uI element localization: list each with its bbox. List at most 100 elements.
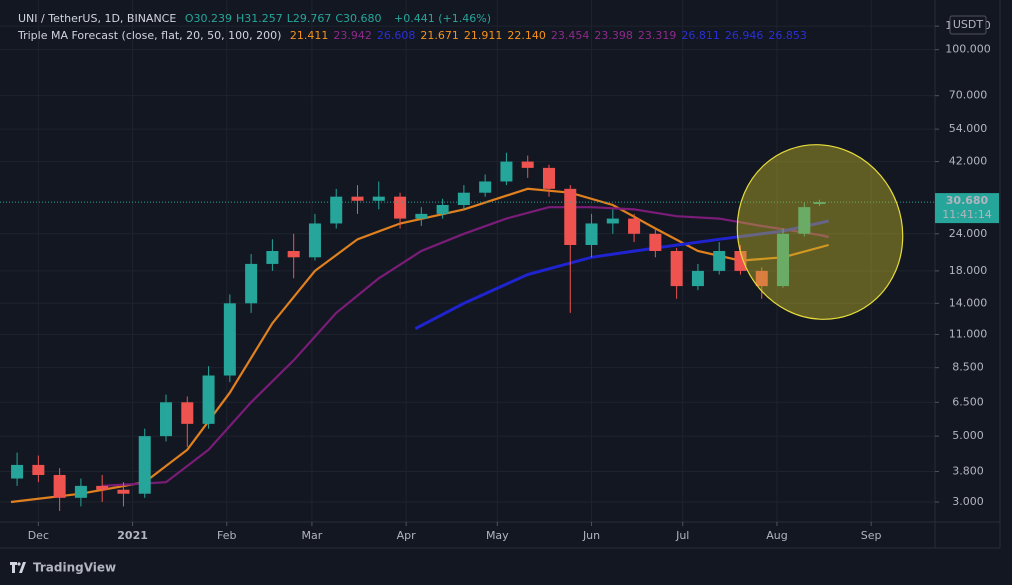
currency: USDT [953,18,984,31]
indicator-value: 26.608 [376,29,416,42]
candle-body [330,196,343,224]
y-tick-label: 5.000 [952,429,984,442]
candle-body [628,218,641,234]
candle-body [436,204,449,214]
footer-brand: TradingView [33,561,116,575]
candle-body [542,167,555,189]
indicator-value: 23.398 [594,29,633,42]
candle-body [777,233,790,287]
indicator-name: Triple MA Forecast (close, flat, 20, 50,… [18,29,282,42]
moving-average [10,187,829,504]
candle-body [202,375,215,424]
axes: 3.000 3.800 5.000 6.500 8.500 11.000 14.000 18.… [28,19,999,542]
indicator-value: 21.911 [463,29,503,42]
candle-body [564,188,577,246]
plot [0,152,935,511]
candle-body [734,251,747,271]
candle-body [798,207,811,234]
indicator-value: 26.853 [768,29,807,42]
candle-body [308,223,321,258]
candle-body [96,485,109,490]
candle-body [521,161,534,168]
y-tick-label: 42.000 [949,155,988,168]
footer-logo [10,562,26,573]
symbol-line: UNI / TetherUS, 1D, BINANCE O30.239 H31.2… [18,10,812,27]
candle-body [138,436,151,494]
ohlc-value: L29.767 [286,12,332,25]
indicator-value: 26.811 [681,29,720,42]
candle-body [691,270,704,287]
candle-body [11,464,24,479]
symbol: UNI / TetherUS, 1D, BINANCE [18,12,177,25]
y-tick-label: 14.000 [949,296,988,309]
last-price-label: 30.680 [946,194,989,207]
candle-body [160,402,173,437]
y-tick-label: 6.500 [952,395,984,408]
x-tick-label: Feb [217,529,236,542]
x-tick-label: Jun [582,529,600,542]
candle-body [351,196,364,201]
candle-body [457,192,470,205]
ohlc-value: C30.680 [335,12,382,25]
y-tick-label: 8.500 [952,361,984,374]
x-tick-label: May [486,529,509,542]
y-tick-label: 18.000 [949,264,988,277]
highlight-ellipse [736,144,904,320]
candle-body [500,161,513,182]
change: +0.441 (+1.46%) [394,12,491,25]
x-tick-label: 2021 [117,529,148,542]
candle-body [181,402,194,424]
moving-average [414,219,829,331]
indicator-line: Triple MA Forecast (close, flat, 20, 50,… [18,27,812,44]
countdown: 11:41:14 [942,208,991,221]
x-tick-label: Apr [397,529,417,542]
y-tick-label: 3.800 [952,465,984,478]
y-tick-label: 100.000 [945,43,991,56]
candle-body [74,485,87,498]
legend: UNI / TetherUS, 1D, BINANCE O30.239 H31.2… [18,10,812,44]
indicator-value: 22.140 [507,29,546,42]
candle-body [372,196,385,201]
last-price-box [935,193,999,224]
x-tick-label: Mar [302,529,323,542]
candle-body [670,251,683,287]
indicator-value: 21.671 [420,29,459,42]
candle-body [53,474,66,498]
x-tick-label: Sep [861,529,882,542]
indicator-value: 23.942 [333,29,372,42]
moving-average [102,206,829,487]
candle-body [813,202,826,204]
candle-body [606,218,619,224]
y-tick-label: 3.000 [952,495,984,508]
y-tick-label: 11.000 [949,327,988,340]
x-tick-label: Dec [28,529,49,542]
y-tick-label: 70.000 [949,89,988,102]
x-tick-label: Jul [675,529,689,542]
ohlc: O30.239 H31.257 L29.767 C30.680 [185,12,386,25]
candle-body [32,464,45,475]
candle-body [245,263,258,304]
ohlc-value: H31.257 [235,12,283,25]
ohlc-value: O30.239 [184,12,232,25]
candle-body [649,233,662,252]
indicator-value: 23.454 [550,29,590,42]
candle-body [287,251,300,258]
currency-box [949,15,987,35]
candle-body [479,181,492,193]
candle-body [713,251,726,271]
y-tick-label: 24.000 [949,227,988,240]
indicator-value: 26.946 [724,29,764,42]
y-tick-label: 54.000 [949,122,988,135]
indicator-value: 21.411 [289,29,329,42]
x-tick-label: Aug [766,529,787,542]
candle-body [223,303,236,376]
candle-body [755,270,768,287]
grid [0,0,935,522]
candle-body [117,489,130,494]
indicator-value: 23.319 [637,29,677,42]
candle-body [394,196,407,219]
candle-body [266,251,279,264]
